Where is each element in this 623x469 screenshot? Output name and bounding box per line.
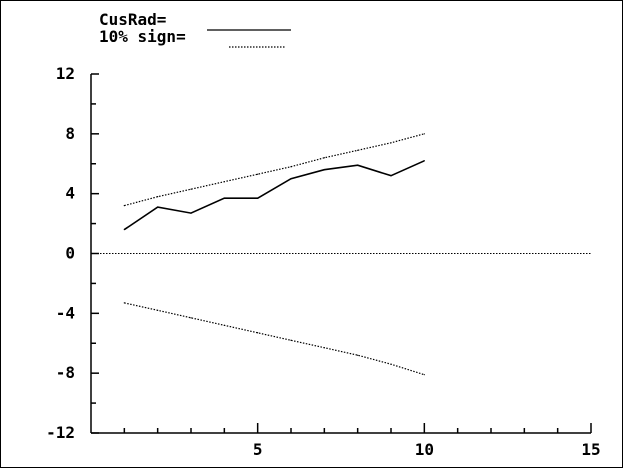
y-tick-label: -4 [56,303,75,322]
series-0-point [123,228,125,231]
series-1-point [190,188,192,190]
y-tick-label: -8 [56,363,75,382]
series-line-1 [124,133,425,207]
x-tick-label: 10 [415,440,434,459]
y-tick-label: 4 [65,184,75,203]
series-2-point [157,309,159,311]
series-2-point [257,332,259,334]
series-0-point [223,197,225,199]
y-tick-label: 12 [56,64,75,83]
series-2-point [123,302,125,304]
series-0-point [423,160,425,162]
legend-label: 10% sign= [99,27,186,46]
y-tick-label: 8 [65,124,75,143]
series-1-point [423,133,425,135]
series-0-point [257,197,259,199]
series-line-0 [123,160,425,231]
x-tick-label: 5 [253,440,263,459]
series-0-point [390,175,392,177]
series-2-point [357,354,359,356]
series-0-point [323,169,325,171]
series-1-point [257,173,259,175]
series-line-2 [124,302,425,376]
series-0-point [190,212,192,214]
series-1-point [390,142,392,144]
series-1-point [157,196,159,198]
series-2-point [223,324,225,326]
axes: 12 8 4 0 -4 -8 -12 5 10 15 [46,64,601,459]
series-1-point [123,205,125,207]
series-2-point [390,363,392,365]
legend-label: CusRad= [99,10,166,29]
series-layer [91,133,591,376]
series-2-point [423,374,425,376]
series-1-point [357,149,359,151]
series-1-point [290,166,292,168]
legend: CusRad=10% sign= [99,10,291,48]
series-2-point [190,317,192,319]
series-2-point [290,339,292,341]
series-0-point [357,164,359,166]
series-2-point [323,347,325,349]
series-1-point [323,157,325,159]
y-tick-label: 0 [65,244,75,263]
x-tick-label: 15 [581,440,600,459]
series-1-point [223,181,225,183]
series-0-point [157,206,159,208]
series-0-point [290,178,292,180]
y-tick-label: -12 [46,423,75,442]
